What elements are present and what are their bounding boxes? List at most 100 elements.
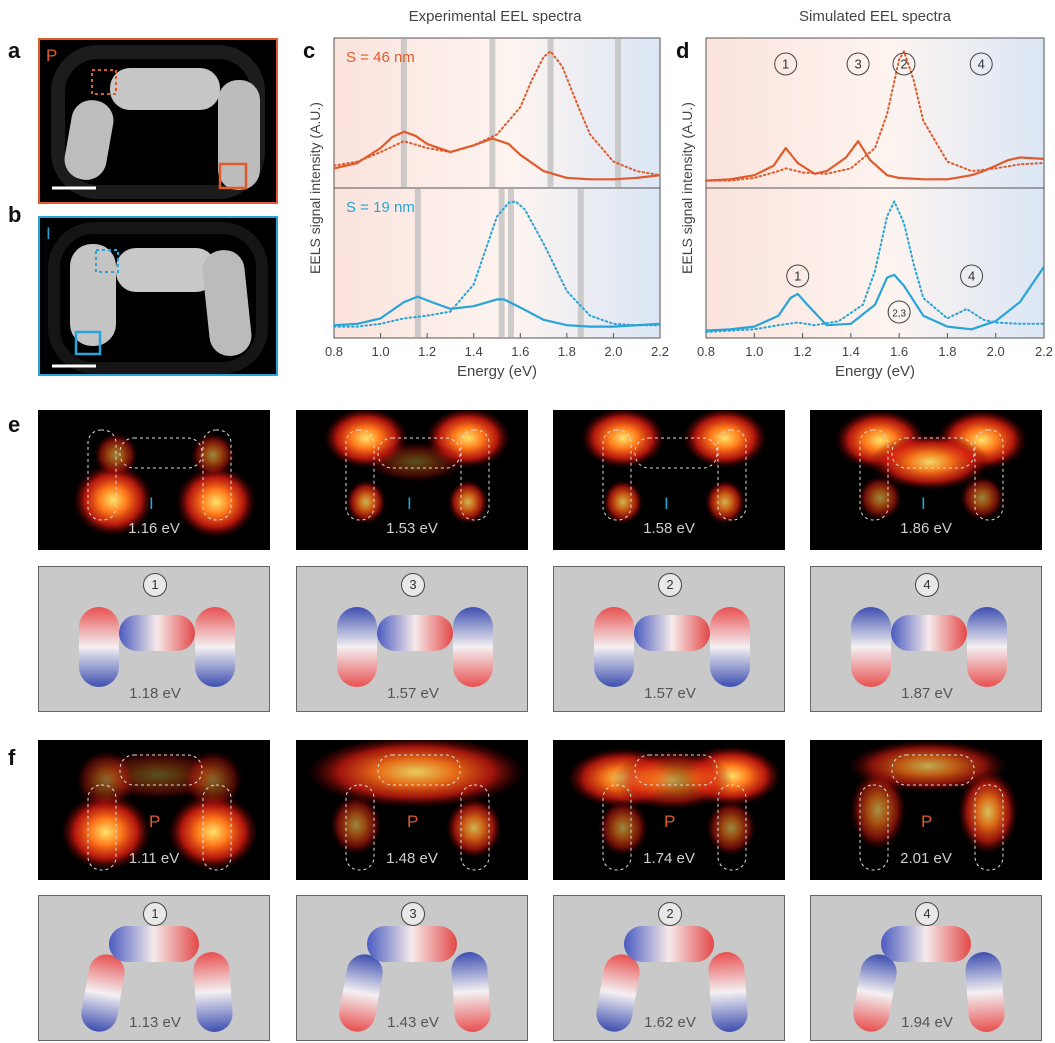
mode-mark: 2 [658,573,682,597]
x-tick-label: 1.8 [558,344,576,359]
field-hotspot [858,476,902,520]
simulated-field-image [851,607,1007,687]
simulated-field-image [79,607,235,687]
x-axis-label: Energy (eV) [457,363,537,380]
rod-outline [602,429,632,521]
eels-map-e-4: I 1.86 eV [810,410,1042,550]
rod-outline [859,429,889,521]
p-glyph: P [407,812,419,831]
field-hotspot [603,480,643,524]
p-glyph: P [664,812,676,831]
eels-map-f-3: P 1.74 eV [553,740,785,880]
rod-left [81,954,125,1032]
energy-label: 1.13 eV [129,1014,181,1031]
chart-c-title: Experimental EEL spectra [408,8,582,25]
eels-map-f-1: P 1.11 eV [38,740,270,880]
panel-label-a: a [8,38,21,63]
field-hotspot [76,750,136,810]
chart-experimental: S = 46 nm S = 19 nm 0.8 1.0 1.2 1.4 1.6 1.8 2.0 2… [307,37,669,380]
x-tick-label: 1.4 [842,344,860,359]
mode-mark-circle [892,52,916,76]
rod-outline [634,754,718,786]
mode-mark: 1 [143,902,167,926]
p-glyph: P [921,812,933,831]
simulated-field-image [853,926,1005,1032]
eels-map-f-4: P 2.01 eV [810,740,1042,880]
rod-left [596,954,640,1032]
field-hotspot [960,476,1004,520]
mode-mark-label: 1 [782,57,789,72]
mode-mark-circle [846,52,870,76]
rod-outline [891,437,975,469]
energy-label: 2.01 eV [900,850,952,867]
rod-right [195,607,235,687]
micrograph-b-image [48,222,268,374]
subplot-frame [705,187,1045,339]
rod-outline [377,437,461,469]
simulated-field-e-1: 1 1.18 eV [38,566,270,712]
mode-mark: 3 [401,902,425,926]
mode-mark-label: 4 [968,269,975,284]
micrograph-b: I [38,216,278,376]
panel-label-e: e [8,412,21,437]
rod-outline [602,784,632,871]
energy-label: 1.86 eV [900,520,952,537]
eels-map-image [324,410,510,524]
field-hotspot [958,770,1018,854]
x-tick-label: 2.0 [987,344,1005,359]
peak-marker-line [547,39,554,187]
simulated-field-f-2: 3 1.43 eV [296,895,528,1041]
rod-center [109,926,199,962]
field-hotspot [706,800,756,856]
solid-spectrum-line [333,130,661,181]
chart-d-title: Simulated EEL spectra [798,8,952,25]
mode-mark-label: 1 [794,269,801,284]
energy-label: 1.57 eV [644,685,696,702]
energy-label: 1.11 eV [128,850,180,867]
rod-outline [202,429,232,521]
mode-mark-label: 2 [900,57,907,72]
dotted-spectrum-line [705,200,1045,333]
mode-mark-circle [960,264,984,288]
simulated-field-image [594,607,750,687]
rod-center [367,926,457,962]
eels-map-e-1: I 1.16 eV [38,410,270,550]
field-hotspot [446,798,502,858]
mode-mark-circle [969,52,993,76]
i-glyph: I [407,494,412,513]
panel-label-d: d [676,38,690,63]
simulated-field-f-1: 1 1.13 eV [38,895,270,1041]
subplot-frame [333,37,661,189]
solid-spectrum-line [705,266,1045,332]
i-glyph: I [664,494,669,513]
field-hotspot [683,410,767,468]
rod-outline [460,429,490,521]
x-tick-label: 2.2 [651,344,669,359]
simulated-field-image [81,926,233,1032]
eels-map-e-3: I 1.58 eV [553,410,785,550]
rod-left [853,954,897,1032]
eels-map-f-2: P 1.48 eV [296,740,528,880]
energy-label: 1.94 eV [901,1014,953,1031]
rod-left [594,607,634,687]
field-hotspot [61,794,151,870]
field-hotspot [850,770,906,850]
x-tick-label: 2.2 [1035,344,1052,359]
field-hotspot [870,434,990,490]
energy-label: 1.53 eV [386,520,438,537]
x-tick-label: 1.0 [372,344,390,359]
x-axis-label: Energy (eV) [835,363,915,380]
dotted-spectrum-line [333,50,661,177]
micrograph-a: P [38,38,278,204]
rod-outline [87,784,117,871]
solid-spectrum-line [705,140,1045,182]
energy-label: 1.16 eV [128,520,180,537]
i-glyph: I [46,224,51,243]
field-hotspot [176,466,256,538]
simulated-field-e-4: 4 1.87 eV [810,566,1042,712]
rod-left [79,607,119,687]
peak-marker-line [577,189,584,337]
simulated-field-e-2: 3 1.57 eV [296,566,528,712]
energy-label: 1.87 eV [901,685,953,702]
x-tick-label: 1.4 [465,344,483,359]
